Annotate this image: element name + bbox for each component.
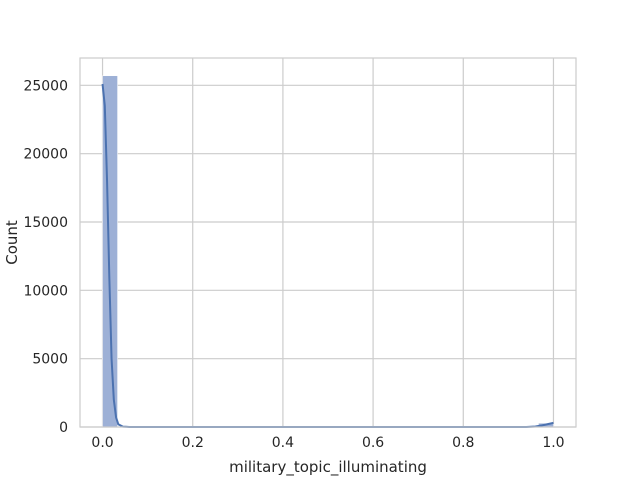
x-axis-label: military_topic_illuminating xyxy=(229,458,427,477)
x-tick-label: 0.6 xyxy=(362,435,384,451)
x-tick-label: 0.8 xyxy=(452,435,474,451)
y-axis-label: Count xyxy=(3,220,21,265)
y-tick-label: 25000 xyxy=(23,78,68,94)
y-tick-labels: 0 5000 10000 15000 20000 25000 xyxy=(23,78,68,436)
x-tick-label: 0.0 xyxy=(91,435,113,451)
x-tick-label: 0.2 xyxy=(182,435,204,451)
y-tick-label: 10000 xyxy=(23,283,68,299)
x-tick-label: 0.4 xyxy=(272,435,294,451)
plot-frame xyxy=(79,57,577,428)
plot-background xyxy=(80,58,576,427)
y-tick-label: 5000 xyxy=(32,352,68,368)
y-tick-label: 0 xyxy=(59,420,68,436)
x-tick-label: 1.0 xyxy=(542,435,564,451)
y-tick-label: 15000 xyxy=(23,215,68,231)
x-tick-labels: 0.0 0.2 0.4 0.6 0.8 1.0 xyxy=(91,435,564,451)
kde-curve xyxy=(101,83,554,428)
y-tick-label: 20000 xyxy=(23,147,68,163)
